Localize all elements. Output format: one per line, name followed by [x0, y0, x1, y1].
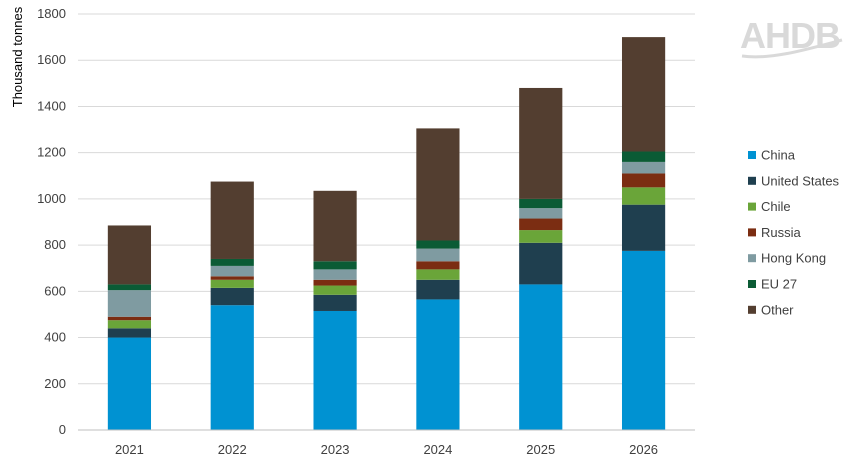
legend-label: United States — [761, 173, 840, 188]
bar-segment-united-states — [519, 242, 563, 285]
bar-segment-other — [210, 181, 254, 259]
bar-segment-chile — [313, 285, 357, 295]
y-tick-label: 600 — [44, 283, 66, 298]
bar-segment-chile — [621, 187, 666, 205]
bar-segment-eu-27 — [621, 151, 666, 162]
y-axis-label: Thousand tonnes — [10, 6, 25, 107]
bar-segment-united-states — [210, 287, 254, 306]
bar-segment-china — [210, 305, 254, 430]
logo-text: AHDB — [740, 15, 840, 56]
y-tick-label: 1800 — [37, 6, 66, 21]
bar-segment-chile — [210, 279, 254, 288]
gridlines — [78, 13, 695, 385]
x-tick-label: 2022 — [218, 442, 247, 457]
legend-label: EU 27 — [761, 277, 797, 292]
bar-segment-chile — [416, 269, 460, 280]
logo-swoosh — [741, 38, 843, 59]
bar-segment-russia — [107, 316, 152, 321]
x-tick-label: 2021 — [115, 442, 144, 457]
bar-segment-china — [107, 337, 152, 430]
bar-segment-china — [621, 250, 666, 430]
y-tick-label: 400 — [44, 330, 66, 345]
legend-swatch — [748, 228, 756, 237]
bar-segment-russia — [416, 261, 460, 270]
bar-segment-china — [519, 284, 563, 430]
bar-segment-united-states — [621, 204, 666, 251]
legend-swatch — [748, 151, 756, 159]
y-tick-label: 0 — [59, 422, 66, 437]
bar-segment-russia — [519, 218, 563, 231]
legend: China United States Chile Russia Hong Kong EU… — [748, 148, 840, 317]
legend-swatch — [748, 305, 756, 314]
legend-label: Russia — [761, 225, 802, 240]
y-axis-tick-labels: 0 200 400 600 800 1000 1200 1400 1600 1800 — [37, 6, 66, 437]
y-tick-label: 1000 — [37, 191, 66, 206]
bar-segment-hong-kong — [416, 248, 460, 262]
bar-segment-other — [107, 225, 152, 285]
bar-segment-chile — [107, 320, 152, 329]
bar-segment-china — [313, 310, 357, 430]
bar-segment-russia — [313, 279, 357, 286]
y-tick-label: 1200 — [37, 145, 66, 160]
x-tick-label: 2023 — [321, 442, 350, 457]
legend-label: China — [761, 148, 796, 163]
legend-label: Chile — [761, 199, 791, 214]
y-tick-label: 1400 — [37, 98, 66, 113]
legend-swatch — [748, 176, 756, 185]
y-tick-label: 1600 — [37, 52, 66, 67]
x-axis-tick-labels: 2021 2022 2023 2024 2025 2026 — [115, 442, 658, 457]
bar-segment-eu-27 — [519, 198, 563, 209]
bar-segment-chile — [519, 230, 563, 243]
bar-segment-hong-kong — [210, 265, 254, 277]
x-tick-label: 2026 — [629, 442, 658, 457]
bar-segment-eu-27 — [416, 240, 460, 249]
x-tick-label: 2025 — [526, 442, 555, 457]
bar-segment-eu-27 — [107, 284, 152, 291]
legend-label: Other — [761, 302, 794, 317]
legend-swatch — [748, 254, 756, 263]
bar-segment-other — [519, 87, 563, 199]
bar-segment-united-states — [416, 279, 460, 300]
bar-segment-china — [416, 299, 460, 430]
bar-segment-russia — [621, 173, 666, 188]
legend-label: Hong Kong — [761, 251, 826, 266]
bar-segment-other — [621, 37, 666, 152]
bar-segment-other — [416, 128, 460, 241]
bar-segment-eu-27 — [210, 258, 254, 266]
y-tick-label: 200 — [44, 376, 66, 391]
bar-segment-hong-kong — [107, 290, 152, 317]
legend-swatch — [748, 202, 756, 211]
x-tick-label: 2024 — [423, 442, 452, 457]
legend-swatch — [748, 280, 756, 288]
bar-segment-hong-kong — [519, 208, 563, 219]
bars — [107, 37, 666, 430]
bar-segment-hong-kong — [621, 161, 666, 174]
bar-segment-eu-27 — [313, 261, 357, 270]
y-tick-label: 800 — [44, 237, 66, 252]
bar-segment-russia — [210, 276, 254, 280]
bar-segment-united-states — [107, 328, 152, 338]
bar-segment-hong-kong — [313, 269, 357, 280]
ahdb-logo: AHDB — [740, 15, 843, 59]
bar-segment-united-states — [313, 294, 357, 311]
bar-segment-other — [313, 190, 357, 262]
